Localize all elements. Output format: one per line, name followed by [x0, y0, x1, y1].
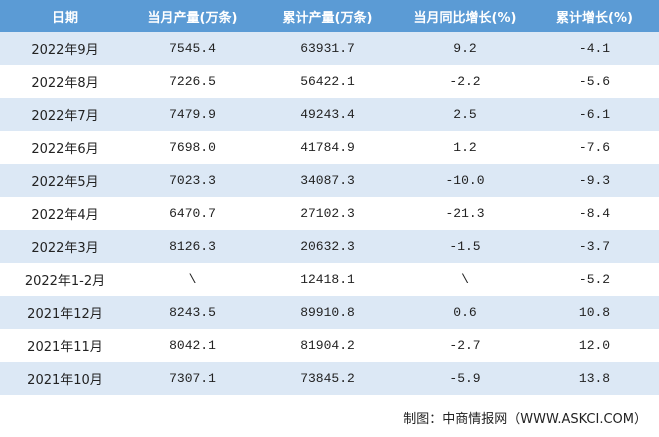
table-row: 2022年6月 7698.0 41784.9 1.2 -7.6 — [0, 131, 659, 164]
table-cell: 12418.1 — [300, 272, 355, 287]
header-cell: 累计产量(万条) — [255, 0, 400, 32]
header-cell: 累计增长(%) — [530, 0, 659, 32]
table-cell: -3.7 — [530, 230, 659, 263]
table-cell: -5.9 — [400, 362, 530, 395]
table-cell: 8126.3 — [130, 230, 255, 263]
table-cell: 0.6 — [400, 296, 530, 329]
header-cell: 日期 — [0, 0, 130, 32]
table-cell: 7545.4 — [130, 32, 255, 65]
table-cell: 9.2 — [400, 32, 530, 65]
table-cell: 49243.4 — [255, 98, 400, 131]
table-cell: 89910.8 — [255, 296, 400, 329]
table-cell: 2022年8月 — [31, 76, 99, 91]
table-cell: 2021年10月 — [0, 362, 130, 395]
table-cell: 81904.2 — [300, 338, 355, 353]
table-cell: 2022年1-2月 — [24, 274, 106, 289]
table-cell: 2022年6月 — [31, 142, 99, 157]
table-cell: -2.7 — [449, 338, 481, 353]
table-cell: 2021年11月 — [27, 340, 103, 355]
table-cell: 6470.7 — [169, 206, 216, 221]
table-cell: 7226.5 — [169, 74, 216, 89]
table-cell: 2.5 — [400, 98, 530, 131]
table-cell: 8042.1 — [169, 338, 216, 353]
table-cell: 56422.1 — [300, 74, 355, 89]
table-row: 2022年8月 7226.5 56422.1 -2.2 -5.6 — [0, 65, 659, 98]
table-body: 2022年9月 7545.4 63931.7 9.2 -4.1 2022年8月 7226.5… — [0, 32, 659, 395]
data-table: 日期 当月产量(万条) 累计产量(万条) 当月同比增长(%) 累计增长(%) 2022年… — [0, 0, 659, 395]
header-cell: 当月产量(万条) — [130, 0, 255, 32]
table-cell: -5.2 — [578, 272, 611, 287]
table-cell: -8.4 — [578, 206, 611, 221]
table-cell: 2022年7月 — [0, 98, 130, 131]
table-cell: 63931.7 — [255, 32, 400, 65]
table-cell: 2022年9月 — [0, 32, 130, 65]
table-cell: \ — [461, 272, 469, 287]
table-cell: 7479.9 — [130, 98, 255, 131]
table-cell: 2022年4月 — [31, 208, 99, 223]
table-cell: -5.6 — [578, 74, 611, 89]
table-cell: 34087.3 — [255, 164, 400, 197]
header-row: 日期 当月产量(万条) 累计产量(万条) 当月同比增长(%) 累计增长(%) — [0, 0, 659, 32]
table-cell: -21.3 — [445, 206, 485, 221]
table-cell: 7698.0 — [169, 140, 216, 155]
table-cell: 20632.3 — [255, 230, 400, 263]
footer: 制图：中商情报网（WWW.ASKCI.COM） — [403, 412, 647, 427]
table-cell: 2022年3月 — [0, 230, 130, 263]
table-cell: -1.5 — [400, 230, 530, 263]
table-cell: -4.1 — [530, 32, 659, 65]
table-cell: 2022年5月 — [0, 164, 130, 197]
table-cell: 2021年12月 — [0, 296, 130, 329]
table-cell: -7.6 — [578, 140, 611, 155]
header-cell: 当月同比增长(%) — [400, 0, 530, 32]
table-cell: 7023.3 — [130, 164, 255, 197]
table-cell: 7307.1 — [130, 362, 255, 395]
table-cell: 8243.5 — [130, 296, 255, 329]
table-row: 2022年1-2月 \ 12418.1 \ -5.2 — [0, 263, 659, 296]
table-cell: -6.1 — [530, 98, 659, 131]
table-cell: \ — [188, 272, 197, 287]
table-row: 2022年5月 7023.3 34087.3 -10.0 -9.3 — [0, 164, 659, 197]
table-cell: 12.0 — [578, 338, 611, 353]
table-cell: 41784.9 — [300, 140, 355, 155]
table-row: 2022年7月 7479.9 49243.4 2.5 -6.1 — [0, 98, 659, 131]
table-cell: 1.2 — [453, 140, 477, 155]
table-row: 2021年10月 7307.1 73845.2 -5.9 13.8 — [0, 362, 659, 395]
table-cell: 10.8 — [530, 296, 659, 329]
table-cell: 13.8 — [530, 362, 659, 395]
table-cell: 73845.2 — [255, 362, 400, 395]
table-cell: -2.2 — [449, 74, 481, 89]
table-row: 2022年3月 8126.3 20632.3 -1.5 -3.7 — [0, 230, 659, 263]
table-cell: -10.0 — [400, 164, 530, 197]
table-cell: 27102.3 — [300, 206, 355, 221]
table-row: 2021年12月 8243.5 89910.8 0.6 10.8 — [0, 296, 659, 329]
table-cell: -9.3 — [530, 164, 659, 197]
table-row: 2022年9月 7545.4 63931.7 9.2 -4.1 — [0, 32, 659, 65]
table-row: 2021年11月 8042.1 81904.2 -2.7 12.0 — [0, 329, 659, 362]
table-row: 2022年4月 6470.7 27102.3 -21.3 -8.4 — [0, 197, 659, 230]
